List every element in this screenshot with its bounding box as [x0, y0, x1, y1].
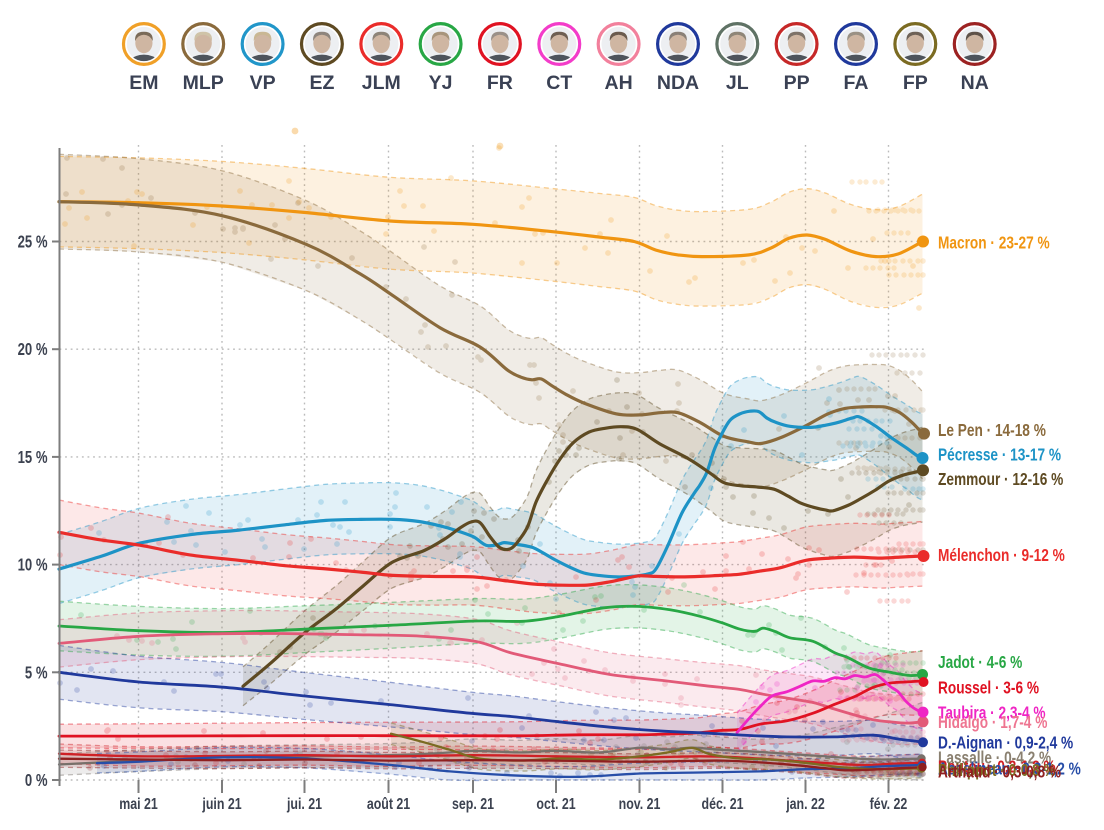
- svg-text:D.-Aignan · 0,9-2,4 %: D.-Aignan · 0,9-2,4 %: [938, 734, 1073, 753]
- svg-text:Jadot · 4-6 %: Jadot · 4-6 %: [938, 653, 1022, 672]
- svg-text:Mélenchon · 9-12 %: Mélenchon · 9-12 %: [938, 546, 1065, 565]
- svg-text:PP: PP: [784, 72, 810, 94]
- svg-text:FP: FP: [903, 72, 928, 94]
- svg-text:20 %: 20 %: [18, 340, 48, 359]
- svg-text:oct. 21: oct. 21: [536, 795, 575, 813]
- svg-text:juin 21: juin 21: [202, 795, 242, 813]
- svg-text:Macron · 23-27 %: Macron · 23-27 %: [938, 234, 1050, 253]
- svg-text:5 %: 5 %: [25, 664, 48, 683]
- svg-text:NDA: NDA: [657, 72, 699, 94]
- svg-text:25 %: 25 %: [18, 233, 48, 252]
- svg-text:jui. 21: jui. 21: [286, 795, 322, 813]
- svg-text:AH: AH: [605, 72, 633, 94]
- svg-text:Lassalle · 0-4,2 %: Lassalle · 0-4,2 %: [938, 749, 1051, 768]
- svg-text:mai 21: mai 21: [119, 795, 158, 813]
- svg-text:Arthaud · 0,3-0,8 %: Arthaud · 0,3-0,8 %: [938, 763, 1061, 782]
- svg-text:nov. 21: nov. 21: [619, 795, 661, 813]
- svg-text:Le Pen · 14-18 %: Le Pen · 14-18 %: [938, 421, 1046, 440]
- svg-text:NA: NA: [961, 72, 989, 94]
- svg-text:fév. 22: fév. 22: [870, 795, 908, 813]
- svg-text:Asselineau · 0,3-1,2 %: Asselineau · 0,3-1,2 %: [938, 760, 1081, 779]
- svg-text:15 %: 15 %: [18, 448, 48, 467]
- svg-text:10 %: 10 %: [18, 556, 48, 575]
- svg-text:YJ: YJ: [429, 72, 453, 94]
- svg-text:FA: FA: [844, 72, 869, 94]
- svg-text:EZ: EZ: [309, 72, 334, 94]
- svg-text:Hidalgo · 1,7-4 %: Hidalgo · 1,7-4 %: [938, 713, 1047, 732]
- svg-text:JL: JL: [726, 72, 749, 94]
- svg-text:jan. 22: jan. 22: [785, 795, 825, 813]
- svg-text:déc. 21: déc. 21: [702, 795, 744, 813]
- svg-text:CT: CT: [546, 72, 572, 94]
- svg-text:MLP: MLP: [183, 72, 224, 94]
- svg-text:Zemmour · 12-16 %: Zemmour · 12-16 %: [938, 470, 1063, 489]
- svg-text:Pécresse · 13-17 %: Pécresse · 13-17 %: [938, 446, 1061, 465]
- svg-text:Philippot · 0-0,8 %: Philippot · 0-0,8 %: [938, 761, 1056, 780]
- svg-text:sep. 21: sep. 21: [452, 795, 494, 813]
- svg-text:VP: VP: [250, 72, 276, 94]
- svg-text:FR: FR: [487, 72, 513, 94]
- svg-text:0 %: 0 %: [25, 771, 48, 790]
- svg-text:EM: EM: [129, 72, 158, 94]
- svg-text:Roussel · 3-6 %: Roussel · 3-6 %: [938, 679, 1039, 698]
- svg-text:JLM: JLM: [362, 72, 401, 94]
- svg-text:Poutou · 0,2-1,2 %: Poutou · 0,2-1,2 %: [938, 758, 1056, 777]
- svg-text:août 21: août 21: [367, 795, 411, 813]
- svg-text:Taubira · 2,3-4 %: Taubira · 2,3-4 %: [938, 704, 1046, 723]
